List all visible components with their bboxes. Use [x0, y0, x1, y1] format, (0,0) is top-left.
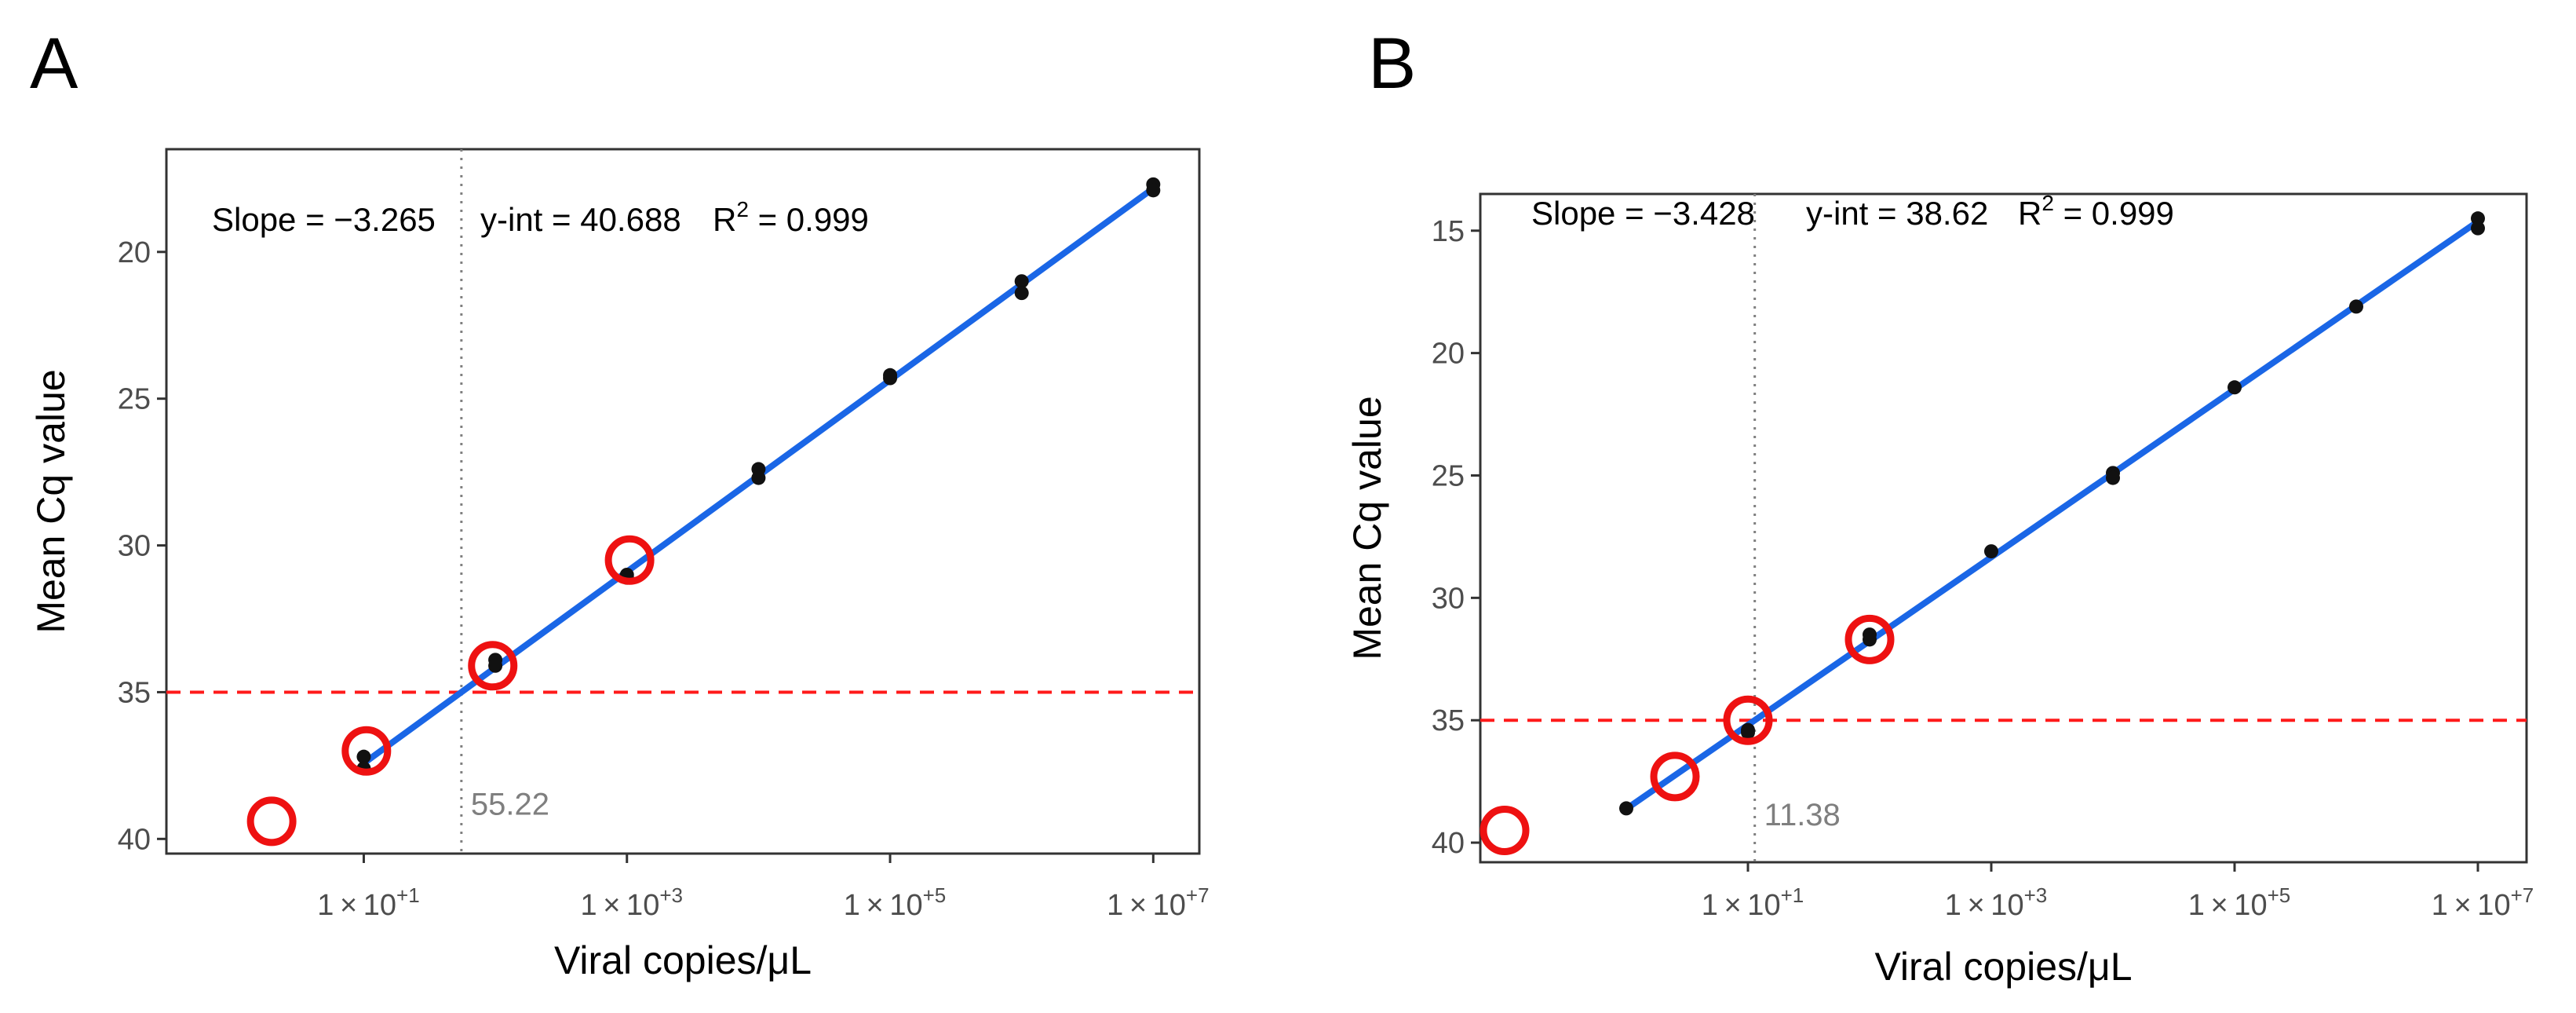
x-tick-exponent: +7 — [2511, 883, 2534, 907]
data-point — [1741, 725, 1755, 740]
data-point — [751, 470, 766, 485]
y-axis-title: Mean Cq value — [29, 369, 73, 633]
x-tick-exponent: +1 — [396, 883, 420, 907]
y-tick-label: 35 — [118, 676, 151, 709]
data-point — [488, 658, 503, 673]
x-tick-label: 1 × 10+7 — [2432, 883, 2534, 922]
data-point — [1014, 274, 1029, 289]
slope-annotation: Slope = −3.265 — [212, 201, 436, 238]
r-squared-r2-exp: 2 — [2041, 191, 2054, 215]
data-point — [1863, 632, 1877, 647]
plot-frame — [165, 148, 1201, 855]
x-tick-base: 1 × 10 — [1107, 889, 1186, 922]
highlight-circle — [1723, 695, 1773, 745]
x-tick-label: 1 × 10+5 — [2188, 883, 2290, 922]
highlight-circle — [341, 726, 392, 776]
y-tick-label: 25 — [1432, 459, 1465, 492]
highlight-circle — [246, 796, 297, 847]
x-tick-base: 1 × 10 — [317, 889, 396, 922]
y-tick-label: 40 — [1432, 827, 1465, 860]
data-point — [2471, 221, 2485, 236]
x-axis-title: Viral copies/μL — [1874, 945, 2132, 989]
r-squared-annotation: R2 = 0.999 — [713, 197, 869, 238]
data-point — [2228, 380, 2242, 395]
y-tick-label: 20 — [118, 236, 151, 269]
data-point — [2349, 299, 2363, 314]
r-squared-r2-exp: 2 — [736, 197, 749, 221]
x-tick-label: 1 × 10+1 — [317, 883, 419, 922]
data-point — [2106, 470, 2120, 485]
data-point — [1619, 801, 1633, 816]
x-tick-exponent: +5 — [923, 883, 947, 907]
highlight-circle — [604, 535, 655, 585]
x-tick-label: 1 × 10+3 — [1945, 883, 2047, 922]
intercept-annotation: y-int = 38.62 — [1806, 195, 1988, 232]
data-point — [2471, 211, 2485, 226]
r-squared-r2-value: = 0.999 — [749, 201, 869, 238]
slope-annotation: Slope = −3.428 — [1531, 195, 1755, 232]
x-tick-base: 1 × 10 — [581, 889, 660, 922]
intercept-annotation: y-int = 40.688 — [480, 201, 681, 238]
y-tick-label: 20 — [1432, 338, 1465, 371]
x-tick-label: 1 × 10+3 — [581, 883, 683, 922]
data-point — [1014, 286, 1029, 301]
lod-label: 11.38 — [1764, 798, 1841, 832]
x-tick-exponent: +7 — [1186, 883, 1210, 907]
y-tick-label: 40 — [118, 823, 151, 856]
data-point — [356, 749, 371, 764]
x-tick-base: 1 × 10 — [1945, 889, 2024, 922]
x-tick-label: 1 × 10+5 — [844, 883, 946, 922]
y-tick-label: 30 — [118, 530, 151, 563]
x-tick-label: 1 × 10+7 — [1107, 883, 1209, 922]
x-tick-exponent: +3 — [2024, 883, 2048, 907]
panel-b-letter: B — [1368, 24, 1416, 104]
x-axis-title: Viral copies/μL — [554, 938, 812, 982]
x-tick-base: 1 × 10 — [2432, 889, 2511, 922]
r-squared-r2-label: R — [713, 201, 736, 238]
y-tick-label: 25 — [118, 383, 151, 416]
highlight-circle — [1844, 614, 1895, 664]
highlight-circle — [1650, 752, 1700, 802]
highlight-circle — [468, 641, 518, 691]
data-point — [883, 371, 898, 386]
x-tick-exponent: +5 — [2268, 883, 2291, 907]
y-tick-label: 30 — [1432, 582, 1465, 615]
lod-label: 55.22 — [471, 788, 549, 822]
x-tick-base: 1 × 10 — [844, 889, 923, 922]
x-tick-exponent: +3 — [659, 883, 683, 907]
plot-frame — [1479, 192, 2528, 864]
data-point — [1146, 183, 1161, 198]
y-axis-title: Mean Cq value — [1345, 396, 1389, 660]
r-squared-r2-value: = 0.999 — [2054, 195, 2174, 232]
x-tick-base: 1 × 10 — [2188, 889, 2268, 922]
panel-a-letter: A — [30, 24, 78, 104]
x-tick-label: 1 × 10+1 — [1702, 883, 1804, 922]
data-point — [1984, 544, 1998, 559]
highlight-circle — [1480, 805, 1530, 855]
x-tick-exponent: +1 — [1781, 883, 1804, 907]
y-tick-label: 35 — [1432, 704, 1465, 737]
r-squared-annotation: R2 = 0.999 — [2018, 191, 2174, 232]
x-tick-base: 1 × 10 — [1702, 889, 1781, 922]
r-squared-r2-label: R — [2018, 195, 2041, 232]
y-tick-label: 15 — [1432, 215, 1465, 248]
